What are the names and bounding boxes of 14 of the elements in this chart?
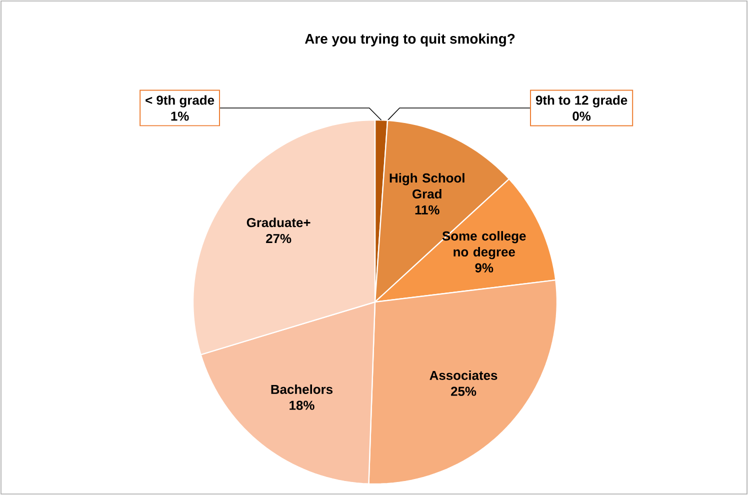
text: 0% — [572, 112, 591, 121]
data-label: 18% — [290, 400, 314, 410]
slice-label: Graduate+ — [246, 218, 310, 228]
slice-label: High School Grad — [390, 173, 464, 199]
slice-label: Bachelors — [271, 384, 333, 394]
data-label: 11% — [415, 205, 440, 214]
data-label: 25% — [451, 386, 476, 396]
category-label: 9th to 12 grade — [536, 95, 628, 108]
chart-title: Are you trying to quit smoking? — [304, 33, 515, 47]
data-label: 1% — [171, 112, 189, 121]
slice-label: < 9th grade — [146, 95, 214, 108]
data-label: 27% — [266, 234, 292, 244]
slice-label: Associates — [430, 370, 498, 380]
data-label: 9% — [475, 263, 494, 272]
